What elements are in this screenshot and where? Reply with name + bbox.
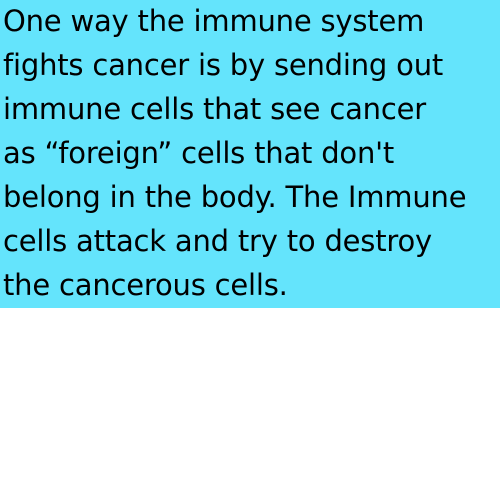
text-line: One way the immune system <box>3 4 425 38</box>
text-line: fights cancer is by sending out <box>3 48 444 82</box>
text-line: as “foreign” cells that don't <box>3 136 395 170</box>
blank-area <box>0 308 500 500</box>
text-line: the cancerous cells. <box>3 268 288 302</box>
text-line: immune cells that see cancer <box>3 92 426 126</box>
text-card: One way the immune system fights cancer … <box>0 0 500 308</box>
text-line: cells attack and try to destroy <box>3 224 432 258</box>
text-line: belong in the body. The Immune <box>3 180 467 214</box>
